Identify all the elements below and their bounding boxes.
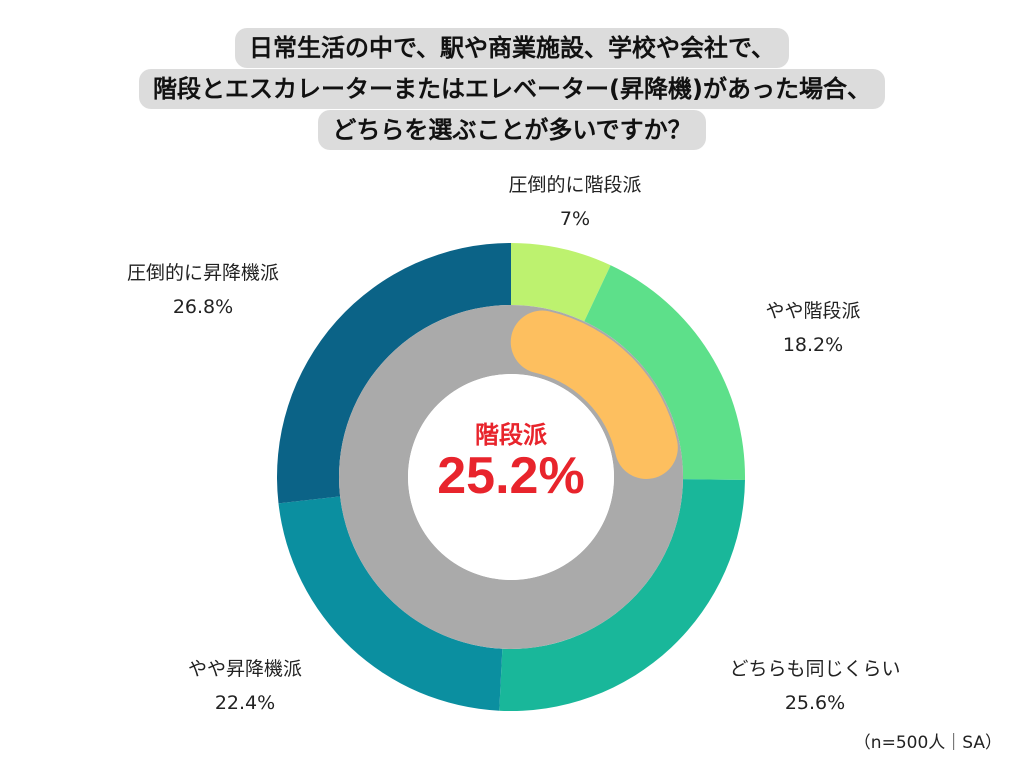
value-label: 7% xyxy=(559,208,591,230)
donut-center xyxy=(408,374,614,580)
category-label: やや昇降機派 xyxy=(187,658,302,680)
label-somewhat-stairs: やや階段派 18.2% xyxy=(718,294,908,362)
title-line-3: どちらを選ぶことが多いですか？ xyxy=(318,110,706,150)
sample-note: （n=500人｜SA） xyxy=(853,733,1002,753)
category-label: やや階段派 xyxy=(765,300,861,322)
value-label: 26.8% xyxy=(172,296,234,318)
label-strongly-elevator: 圧倒的に昇降機派 26.8% xyxy=(88,256,318,324)
donut-slice-4 xyxy=(278,496,503,711)
center-label: 階段派 xyxy=(475,422,547,449)
category-label: どちらも同じくらい xyxy=(729,658,901,680)
title-line-2: 階段とエスカレーターまたはエレベーター(昇降機)があった場合、 xyxy=(139,69,885,109)
label-both-equal: どちらも同じくらい 25.6% xyxy=(690,652,940,720)
label-strongly-stairs: 圧倒的に階段派 7% xyxy=(470,168,680,236)
category-label: 圧倒的に階段派 xyxy=(508,174,642,196)
donut-slice-5 xyxy=(277,243,511,504)
value-label: 18.2% xyxy=(782,334,844,356)
chart-title: 日常生活の中で、駅や商業施設、学校や会社で、 階段とエスカレーターまたはエレベー… xyxy=(0,28,1024,151)
value-label: 25.6% xyxy=(784,692,846,714)
label-somewhat-elevator: やや昇降機派 22.4% xyxy=(140,652,350,720)
title-line-1: 日常生活の中で、駅や商業施設、学校や会社で、 xyxy=(234,28,790,68)
category-label: 圧倒的に昇降機派 xyxy=(126,262,279,284)
donut-slice-1 xyxy=(511,243,611,322)
value-label: 22.4% xyxy=(214,692,276,714)
inner-ring-highlight-arc xyxy=(510,310,678,479)
center-value: 25.2% xyxy=(437,447,585,505)
donut-slice-2 xyxy=(584,265,745,480)
donut-slice-3 xyxy=(499,479,745,712)
